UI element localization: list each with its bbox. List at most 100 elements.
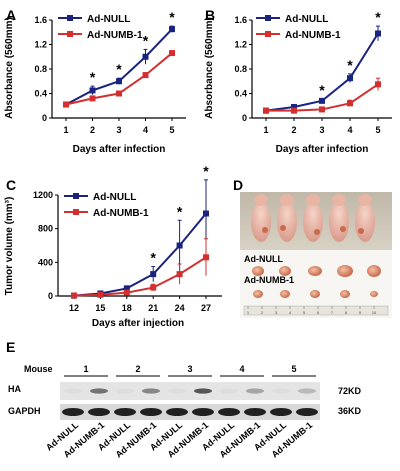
significance-mark-b: * [319,82,325,98]
data-point-null-b [319,97,325,104]
data-point-numb-c [203,254,209,261]
y-tick-label-c: 0 [48,291,53,301]
tumor-row-label-null: Ad-NULL [244,254,283,264]
ha-band [194,388,212,394]
data-point-numb-a [89,95,96,102]
tumors-null [252,265,381,277]
tumors-numb [253,290,378,298]
data-point-numb-b [291,107,297,114]
y-axis-label-c: Tumor volume (mm³) [4,197,15,296]
gapdh-band [218,408,240,416]
tumor-row-label-numb: Ad-NUMB-1 [244,275,294,285]
panel-label-d: D [233,177,243,193]
panel-d: D [233,177,392,318]
mouse-photo-1 [251,194,271,242]
panel-c: C Tumor volume (mm³) 0 400 800 1200 12 15 18 2… [4,163,222,329]
mouse-number: 5 [291,364,296,374]
significance-mark-c: * [203,163,209,179]
data-point-numb-a [169,50,175,57]
data-point-null-b [347,75,353,82]
legend-marker-numb-b [265,31,271,37]
legend-marker-null-b [265,15,271,21]
data-point-numb-b [263,107,269,114]
significance-mark-c: * [177,203,183,219]
legend-b: Ad-NULL Ad-NUMB-1 [256,14,341,41]
ruler-tick-label: 7 [331,310,334,315]
gapdh-band [270,408,292,416]
x-tick-label-c: 15 [95,303,105,313]
ruler-tick-label: 9 [359,310,362,315]
row-label-ha: HA [8,384,21,394]
data-point-numb-c [71,292,77,299]
data-point-null-a [169,26,175,33]
panel-label-e: E [6,339,15,355]
significance-mark-c: * [150,250,156,266]
mouse-photo-4 [329,194,349,242]
ruler [243,305,389,316]
legend-c: Ad-NULL Ad-NUMB-1 [64,192,149,219]
x-tick-label-c: 18 [122,303,132,313]
x-tick-label-a: 4 [143,125,148,135]
significance-mark-a: * [90,69,96,85]
data-point-numb-b [375,81,381,88]
series-line-null-c [73,212,207,297]
ha-band [142,388,160,394]
x-tick-label-a: 3 [116,125,121,135]
y-tick-label-b: 1.6 [234,15,247,25]
data-point-null-b [375,30,381,37]
row-label-gapdh: GAPDH [8,406,41,416]
significance-mark-a: * [169,9,175,25]
x-tick-label-b: 1 [263,125,268,135]
ha-band [116,388,134,394]
data-point-numb-b [319,106,325,113]
y-tick-label-b: 0 [242,113,247,123]
significance-mark-a: * [143,32,149,48]
y-tick-label-a: 1.6 [34,15,47,25]
data-point-numb-c [150,284,157,291]
ruler-tick-label: 3 [275,310,278,315]
ha-band [168,388,186,394]
data-point-null-c [150,271,157,278]
gapdh-band [140,408,162,416]
series-line-numb-c [73,256,207,297]
ha-band [64,388,82,394]
x-tick-label-c: 12 [69,303,79,313]
gapdh-band [88,408,110,416]
y-tick-label-c: 400 [38,257,53,267]
kd-label-ha: 72KD [338,386,362,396]
legend-label-null-c: Ad-NULL [93,192,136,203]
blot-ha [60,382,320,400]
data-point-numb-b [347,100,353,107]
panel-label-b: B [205,7,215,23]
data-point-null-c [176,242,183,249]
panel-label-a: A [6,7,16,23]
data-point-null-a [89,87,96,94]
y-tick-label-b: 1.2 [234,40,247,50]
x-tick-label-b: 4 [347,125,352,135]
y-tick-label-b: 0.8 [234,64,247,74]
data-point-null-a [142,53,149,60]
significance-mark-a: * [116,61,122,77]
x-tick-label-a: 5 [169,125,174,135]
ha-band [272,388,290,394]
ruler-tick-label: 8 [345,310,348,315]
legend-marker-null-a [67,15,73,21]
x-tick-label-b: 3 [319,125,324,135]
gapdh-band [244,408,266,416]
y-axis-label-b: Absorbance (560mm) [204,17,215,119]
panel-b: B Absorbance (560mm) 0 0.4 0.8 1.2 1.6 1 2 3 4 5… [204,7,392,155]
x-axis-label-c: Days after injection [92,318,184,329]
x-axis-label-a: Days after infection [73,144,166,155]
y-tick-label-c: 1200 [33,190,53,200]
mouse-number: 1 [83,364,88,374]
panel-label-c: C [6,177,16,193]
significance-mark-b: * [375,9,381,25]
x-axis-label-b: Days after infection [276,144,369,155]
y-tick-label-a: 0.4 [34,89,47,99]
kd-label-gapdh: 36KD [338,406,362,416]
data-point-null-a [116,78,122,85]
data-point-null-b [291,103,297,110]
data-point-null-c [123,285,130,292]
legend-marker-null-c [73,193,79,199]
